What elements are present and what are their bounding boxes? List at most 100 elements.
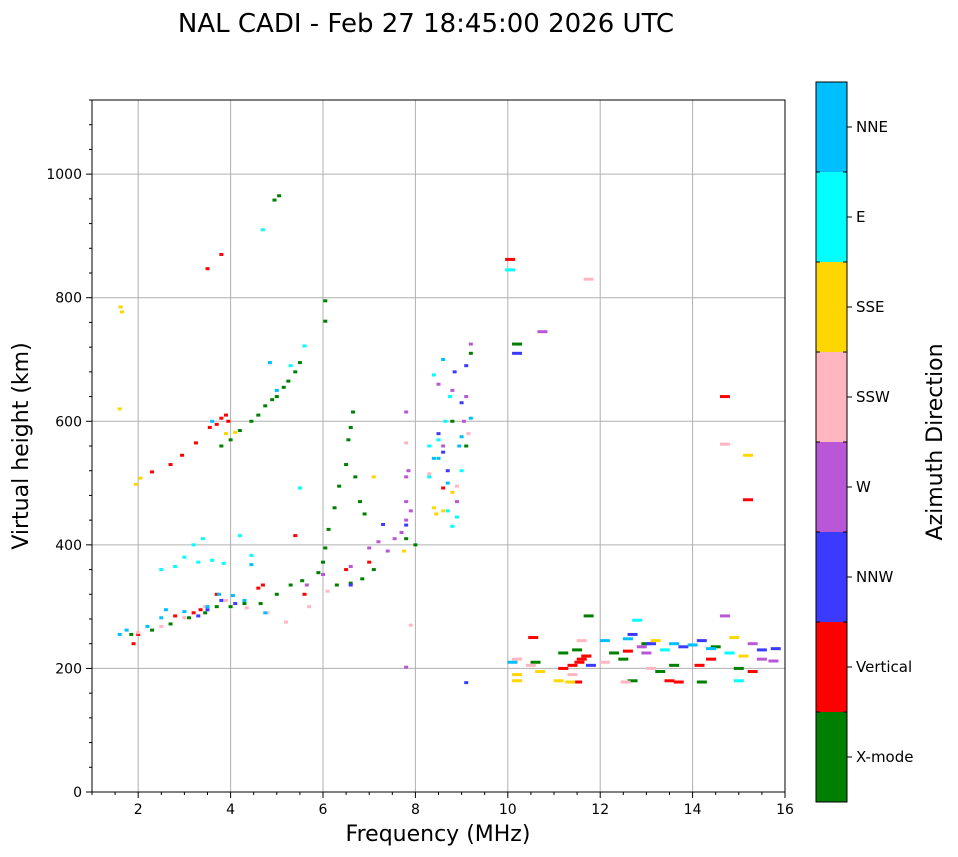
echo-point-x-mode	[360, 577, 365, 581]
echo-point-nne	[274, 388, 279, 392]
echo-point-x-mode	[293, 370, 298, 374]
echo-point-w	[385, 549, 390, 553]
echo-point-nnw	[459, 401, 464, 405]
echo-point-nne	[163, 608, 168, 612]
echo-point-e	[302, 344, 307, 348]
echo-point-sse	[441, 509, 446, 513]
echo-point-vertical	[226, 419, 231, 423]
echo-point-sse	[431, 506, 436, 510]
echo-point-ssw	[576, 639, 587, 643]
echo-point-vertical	[572, 680, 583, 684]
echo-point-sse	[120, 310, 125, 314]
echo-point-ssw	[136, 631, 141, 635]
echo-point-vertical	[576, 657, 587, 661]
colorbar-frame	[815, 81, 848, 803]
echo-point-sse	[117, 407, 122, 411]
echo-point-x-mode	[371, 568, 376, 572]
echo-point-x-mode	[558, 651, 569, 655]
echo-point-x-mode	[281, 385, 286, 389]
colorbar-tick-label: W	[856, 478, 871, 496]
echo-point-nne	[117, 632, 122, 636]
echo-point-w	[304, 583, 309, 587]
echo-point-nnw	[233, 602, 238, 606]
echo-point-vertical	[344, 568, 349, 572]
echo-point-e	[200, 537, 205, 541]
echo-point-nnw	[205, 608, 210, 612]
echo-point-vertical	[574, 660, 585, 664]
echo-point-vertical	[505, 257, 516, 261]
echo-point-w	[537, 330, 548, 334]
echo-point-nne	[124, 628, 129, 632]
echo-point-nne	[436, 456, 441, 460]
echo-point-e	[196, 560, 201, 564]
y-tick-label: 1000	[46, 167, 82, 183]
echo-point-nnw	[445, 469, 450, 473]
echo-point-x-mode	[277, 194, 282, 198]
echo-point-x-mode	[242, 602, 247, 606]
echo-point-vertical	[214, 422, 219, 426]
echo-point-nne	[145, 624, 150, 628]
echo-point-e	[260, 228, 265, 232]
echo-point-w	[392, 537, 397, 541]
colorbar-swatch	[816, 532, 847, 622]
echo-point-nne	[445, 481, 450, 485]
echo-point-nne	[669, 642, 680, 646]
echo-point-w	[636, 645, 647, 649]
colorbar-tick-label: Vertical	[856, 658, 912, 676]
echo-point-x-mode	[348, 425, 353, 429]
echo-point-x-mode	[344, 463, 349, 467]
y-tick-label: 400	[55, 538, 82, 554]
echo-point-nne	[507, 660, 518, 664]
echo-point-x-mode	[353, 475, 358, 479]
echo-point-ssw	[427, 472, 432, 476]
echo-point-nnw	[464, 681, 469, 685]
colorbar-tick-label: E	[856, 208, 865, 226]
echo-point-e	[505, 268, 516, 272]
echo-point-w	[404, 665, 409, 669]
colorbar-tick-label: SSE	[856, 298, 885, 316]
echo-point-x-mode	[618, 657, 629, 661]
echo-point-x-mode	[733, 666, 744, 670]
y-axis: 0 200 400 600 800 1000	[46, 99, 92, 801]
echo-point-x-mode	[321, 560, 325, 564]
echo-point-nnw	[646, 642, 657, 646]
echo-point-e	[733, 679, 744, 683]
echo-point-nnw	[464, 364, 469, 368]
echo-point-x-mode	[404, 537, 409, 541]
echo-point-nnw	[348, 583, 353, 587]
echo-point-ssw	[203, 605, 208, 609]
y-axis-label: Virtual height (km)	[9, 342, 34, 549]
colorbar-swatch	[816, 82, 847, 172]
echo-point-x-mode	[346, 438, 351, 442]
colorbar-tick-label: NNE	[856, 118, 888, 136]
echo-point-x-mode	[150, 628, 155, 632]
echo-point-ssw	[646, 666, 657, 670]
plot-frame	[91, 99, 786, 793]
echo-point-w	[404, 500, 409, 504]
echo-point-e	[436, 438, 441, 442]
echo-point-vertical	[193, 441, 198, 445]
echo-point-nnw	[696, 639, 707, 643]
echo-point-sse	[138, 476, 143, 480]
echo-point-ssw	[307, 605, 312, 609]
echo-point-x-mode	[710, 645, 721, 649]
echo-point-sse	[743, 453, 754, 457]
echo-point-sse	[434, 512, 439, 516]
echo-point-x-mode	[187, 616, 192, 620]
echo-point-ssw	[512, 657, 523, 661]
colorbar-tick-label: SSW	[856, 388, 890, 406]
echo-point-e	[249, 553, 254, 557]
echo-point-vertical	[743, 498, 754, 502]
echo-point-x-mode	[337, 484, 342, 488]
echo-point-sse	[118, 305, 123, 309]
echo-point-nnw	[404, 523, 409, 527]
echo-point-x-mode	[609, 651, 620, 655]
echo-point-e	[210, 558, 215, 562]
echo-point-nne	[205, 605, 210, 609]
echo-point-vertical	[256, 586, 261, 590]
echo-point-nnw	[678, 645, 689, 649]
echo-point-vertical	[664, 679, 675, 683]
echo-point-vertical	[198, 608, 203, 612]
echo-point-w	[367, 546, 372, 550]
echo-point-ssw	[466, 432, 471, 436]
